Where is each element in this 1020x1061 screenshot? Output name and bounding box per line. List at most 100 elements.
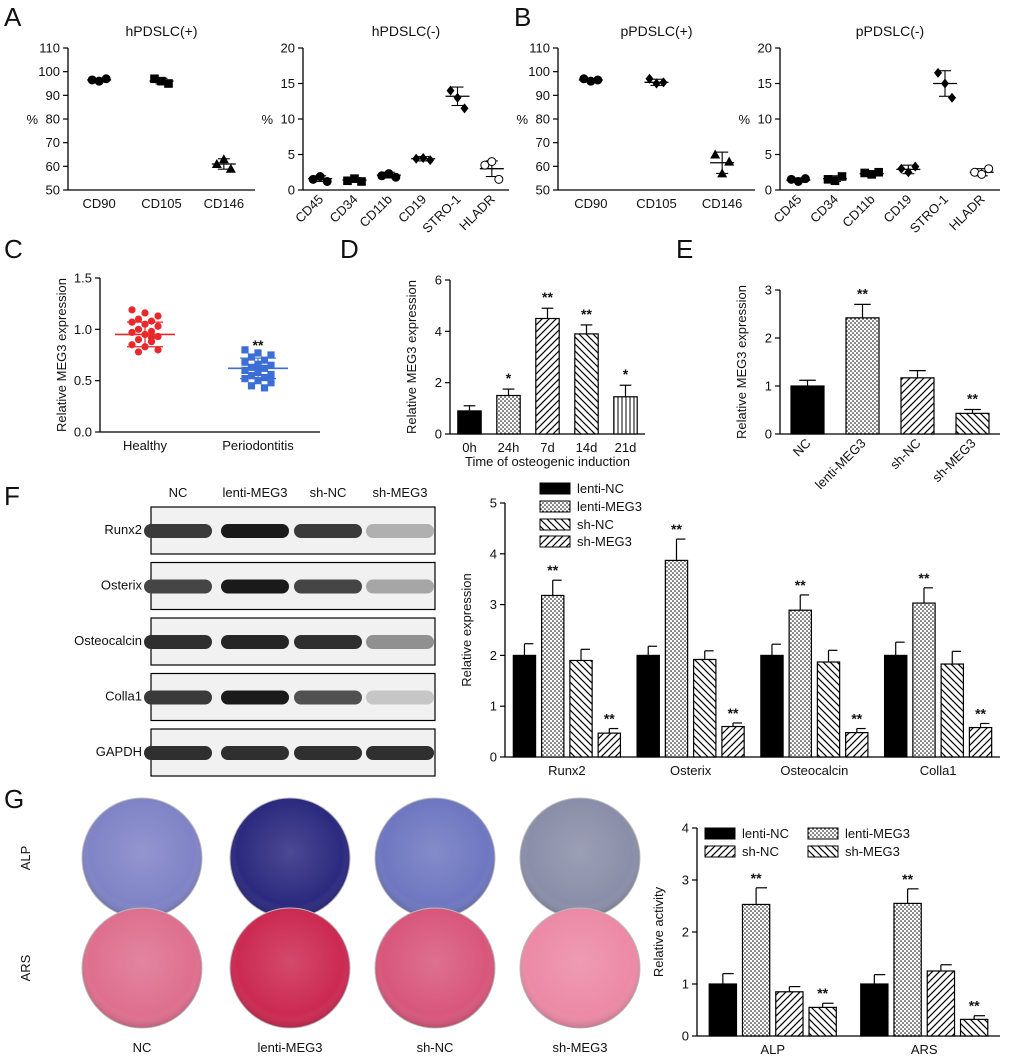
- bar: [940, 663, 964, 758]
- bar: [574, 333, 599, 435]
- x-tick-label: STRO-1: [907, 192, 951, 236]
- blot-band: [144, 635, 212, 649]
- blot-lane-label: sh-NC: [310, 485, 347, 500]
- y-tick-label: 20: [281, 41, 295, 56]
- blot-band: [221, 635, 289, 649]
- x-tick-label: CD19: [880, 192, 914, 226]
- bar: [900, 377, 935, 435]
- data-point: [322, 176, 332, 186]
- y-tick-label: 15: [758, 76, 772, 91]
- y-tick-label: 0: [765, 183, 772, 198]
- data-point: [134, 336, 143, 344]
- legend-label: lenti-NC: [577, 481, 624, 496]
- significance-mark: **: [967, 391, 978, 407]
- x-tick-label: Periodontitis: [222, 438, 294, 453]
- data-point: [897, 163, 906, 174]
- x-tick-label: ARS: [911, 1042, 938, 1057]
- bar: [741, 903, 771, 1037]
- y-tick-label: 2: [490, 648, 497, 663]
- x-tick-label: HLADR: [946, 192, 988, 234]
- significance-mark: **: [851, 711, 862, 727]
- bar: [775, 991, 804, 1037]
- data-point: [948, 92, 956, 103]
- significance-mark: **: [857, 285, 868, 301]
- data-point: [645, 73, 654, 84]
- blot-protein-label: Osterix: [101, 578, 143, 593]
- y-tick-label: 6: [435, 273, 442, 288]
- blot-band: [294, 524, 362, 538]
- data-point: [141, 309, 149, 317]
- y-axis-label: %: [26, 112, 38, 127]
- bar: [760, 654, 784, 758]
- y-axis-label: Relative MEG3 expression: [734, 285, 749, 439]
- legend-label: sh-MEG3: [577, 534, 632, 549]
- bar: [860, 983, 889, 1037]
- data-point: [254, 377, 262, 385]
- y-tick-label: 0: [765, 427, 772, 442]
- bar: [845, 732, 869, 758]
- y-tick-label: 1.0: [74, 322, 92, 337]
- blot-band: [294, 746, 362, 760]
- legend-swatch: [539, 535, 571, 548]
- y-tick-label: 90: [536, 88, 550, 103]
- y-tick-label: 5: [765, 147, 772, 162]
- blot-band: [366, 524, 434, 538]
- blot-protein-label: Runx2: [104, 522, 142, 537]
- data-point: [494, 174, 504, 184]
- chart-osteogenic-markers: 0 1 2 3 4 5 Relative expression ** ** ** ** ** ** ** *…: [459, 481, 1000, 778]
- legend-swatch: [807, 827, 839, 840]
- chart-hpdslc-positive: 50 60 70 80 90 100 110 hPDSLC(+)% CD90 CD105 CD146: [26, 23, 255, 211]
- legend-swatch: [704, 845, 736, 858]
- bar: [664, 559, 689, 758]
- bar: [912, 602, 936, 758]
- blot-band: [221, 579, 289, 594]
- legend-swatch: [807, 845, 839, 858]
- data-point: [710, 149, 721, 159]
- blot-band: [366, 690, 434, 705]
- data-point: [147, 333, 156, 342]
- y-tick-label: 110: [529, 41, 550, 56]
- x-tick-label: 0h: [462, 440, 476, 455]
- x-tick-label: CD11b: [839, 192, 878, 231]
- y-tick-label: 80: [46, 112, 60, 127]
- data-point: [147, 317, 156, 325]
- stain-row-label: ALP: [18, 846, 33, 871]
- data-point: [267, 379, 275, 387]
- panel-label-e: E: [676, 234, 693, 264]
- x-tick-label: HLADR: [456, 192, 498, 234]
- x-tick-label: Healthy: [123, 438, 168, 453]
- y-tick-label: 4: [490, 546, 497, 561]
- bar: [457, 410, 482, 435]
- y-tick-label: 10: [758, 112, 772, 127]
- data-point: [164, 79, 173, 88]
- x-tick-label: CD34: [327, 192, 361, 226]
- bar: [613, 396, 638, 435]
- blot-lane-label: NC: [169, 485, 188, 500]
- blot-band: [144, 579, 212, 594]
- x-tick-label: CD90: [83, 196, 116, 211]
- y-tick-label: 2: [765, 331, 772, 346]
- blot-band: [221, 524, 289, 538]
- stain-well-shading: [520, 908, 640, 1028]
- data-point: [800, 174, 810, 184]
- data-point: [254, 349, 262, 357]
- x-tick-label: sh-NC: [887, 436, 924, 473]
- bar: [845, 317, 880, 435]
- y-tick-label: 3: [682, 873, 689, 888]
- data-point: [659, 77, 668, 88]
- data-point: [225, 163, 236, 173]
- bar: [788, 609, 812, 758]
- y-tick-label: 4: [682, 821, 689, 836]
- chart-meg3-healthy-vs-periodontitis: 0.0 0.5 1.0 1.5 Relative MEG3 expression ** He…: [54, 271, 320, 453]
- x-tick-label: CD34: [807, 192, 841, 226]
- significance-mark: **: [919, 570, 930, 586]
- y-tick-label: 70: [46, 135, 60, 150]
- bar: [693, 658, 717, 758]
- y-tick-label: 5: [288, 147, 295, 162]
- bar: [496, 394, 521, 435]
- staining-plates: ALP ARS NC lenti-MEG3 sh-NC sh-MEG3: [18, 797, 641, 1055]
- data-point: [874, 167, 883, 177]
- data-point: [247, 382, 256, 390]
- y-tick-label: 100: [528, 64, 550, 79]
